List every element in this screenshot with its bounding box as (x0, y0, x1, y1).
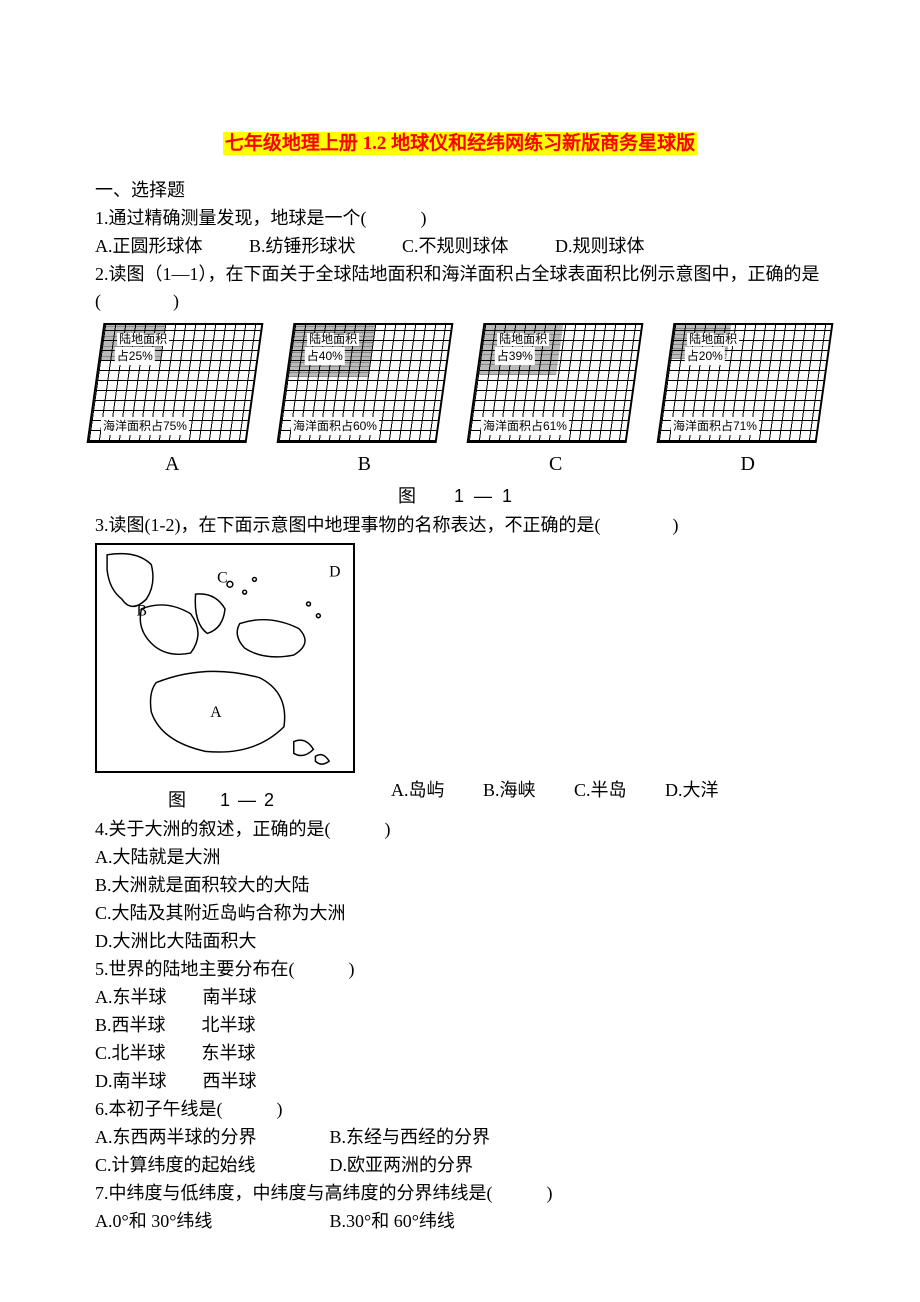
map-marker-c: C (217, 569, 227, 586)
fig1-caption: 图 1—1 (95, 483, 825, 510)
q5-opt-d: D.南半球 西半球 (95, 1068, 825, 1095)
question-7: 7.中纬度与低纬度，中纬度与高纬度的分界纬线是( ) (95, 1180, 825, 1207)
fig1-card-b: 陆地面积 占40% 海洋面积占60% (285, 323, 445, 443)
q4-opt-d: D.大洲比大陆面积大 (95, 928, 825, 955)
fig1-b-land-pct: 占40% (305, 347, 345, 365)
fig1-card-a: 陆地面积 占25% 海洋面积占75% (95, 323, 255, 443)
question-1: 1.通过精确测量发现，地球是一个( ) (95, 205, 825, 232)
fig1-b-ocean: 海洋面积占60% (291, 417, 379, 435)
q6-opt-b: B.东经与西经的分界 (330, 1124, 491, 1151)
fig1-letter-c: C (549, 449, 562, 479)
section-heading: 一、选择题 (95, 177, 825, 204)
q5-opt-a: A.东半球 南半球 (95, 984, 825, 1011)
q7-opt-a: A.0°和 30°纬线 (95, 1208, 325, 1235)
q5-opt-b: B.西半球 北半球 (95, 1012, 825, 1039)
q6-opt-a: A.东西两半球的分界 (95, 1124, 325, 1151)
q7-opt-b: B.30°和 60°纬线 (330, 1208, 455, 1235)
fig1-a-ocean: 海洋面积占75% (101, 417, 189, 435)
question-7-options: A.0°和 30°纬线 B.30°和 60°纬线 (95, 1208, 825, 1235)
fig1-c-ocean: 海洋面积占61% (481, 417, 569, 435)
fig1-c-land-label: 陆地面积 (497, 333, 549, 346)
q4-opt-b: B.大洲就是面积较大的大陆 (95, 872, 825, 899)
map-marker-a: A (210, 703, 222, 720)
fig1-d-land-label: 陆地面积 (687, 333, 739, 346)
q1-opt-c: C.不规则球体 (402, 233, 509, 260)
question-4: 4.关于大洲的叙述，正确的是( ) (95, 816, 825, 843)
question-1-options: A.正圆形球体 B.纺锤形球状 C.不规则球体 D.规则球体 (95, 233, 825, 260)
question-2: 2.读图（1—1），在下面关于全球陆地面积和海洋面积占全球表面积比例示意图中，正… (95, 261, 825, 315)
q1-opt-d: D.规则球体 (555, 233, 645, 260)
question-5: 5.世界的陆地主要分布在( ) (95, 956, 825, 983)
fig1-card-c: 陆地面积 占39% 海洋面积占61% (475, 323, 635, 443)
question-3: 3.读图(1-2)，在下面示意图中地理事物的名称表达，不正确的是( ) (95, 512, 825, 539)
fig1-d-ocean: 海洋面积占71% (671, 417, 759, 435)
fig1-c-land-pct: 占39% (495, 347, 535, 365)
fig1-letter-d: D (741, 449, 755, 479)
question-6-options: A.东西两半球的分界 B.东经与西经的分界 C.计算纬度的起始线 D.欧亚两洲的… (95, 1124, 825, 1179)
question-3-options: A.岛屿 B.海峡 C.半岛 D.大洋 (391, 777, 753, 814)
map-marker-d: D (329, 563, 340, 580)
map-svg: A B C D (95, 543, 355, 773)
q3-opt-a: A.岛屿 (391, 777, 445, 804)
q3-opt-c: C.半岛 (574, 777, 627, 804)
q6-opt-d: D.欧亚两洲的分界 (330, 1152, 474, 1179)
figure-1-1: 陆地面积 占25% 海洋面积占75% 陆地面积 占40% 海洋面积占60% 陆地… (95, 323, 825, 510)
fig1-b-land-label: 陆地面积 (307, 333, 359, 346)
fig1-a-land-pct: 占25% (115, 347, 155, 365)
fig1-letter-a: A (165, 449, 179, 479)
fig2-caption: 图 1—2 (95, 787, 355, 814)
q6-opt-c: C.计算纬度的起始线 (95, 1152, 325, 1179)
figure-1-2: A B C D 图 1—2 (95, 543, 355, 814)
q4-opt-a: A.大陆就是大洲 (95, 844, 825, 871)
fig1-card-d: 陆地面积 占20% 海洋面积占71% (665, 323, 825, 443)
page-title: 七年级地理上册 1.2 地球仪和经纬网练习新版商务星球版 (95, 130, 825, 159)
map-marker-b: B (137, 602, 147, 619)
fig1-d-land-pct: 占20% (685, 347, 725, 365)
q3-opt-b: B.海峡 (483, 777, 536, 804)
q1-opt-a: A.正圆形球体 (95, 233, 203, 260)
fig1-a-land-label: 陆地面积 (117, 333, 169, 346)
q5-opt-c: C.北半球 东半球 (95, 1040, 825, 1067)
q4-opt-c: C.大陆及其附近岛屿合称为大洲 (95, 900, 825, 927)
fig1-letter-b: B (358, 449, 371, 479)
q3-opt-d: D.大洋 (665, 777, 719, 804)
q1-opt-b: B.纺锤形球状 (249, 233, 356, 260)
question-6: 6.本初子午线是( ) (95, 1096, 825, 1123)
